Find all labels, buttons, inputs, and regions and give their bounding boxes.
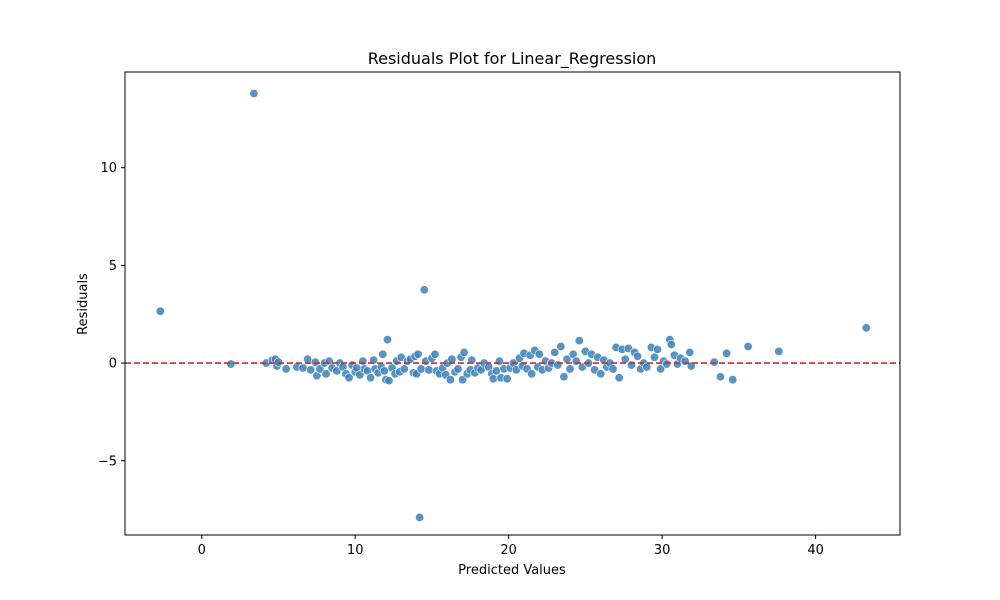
data-point (458, 375, 468, 385)
data-point (310, 357, 320, 367)
x-axis-label: Predicted Values (458, 563, 566, 578)
data-point (416, 364, 426, 374)
data-point (415, 512, 425, 522)
data-point (155, 306, 165, 316)
data-point (413, 349, 423, 359)
chart-title: Residuals Plot for Linear_Regression (368, 49, 657, 69)
data-point (447, 354, 457, 364)
y-tick-label: 10 (100, 161, 117, 176)
data-point (574, 336, 584, 346)
data-point (642, 362, 652, 372)
data-point (467, 355, 477, 365)
x-tick-label: 10 (347, 543, 364, 558)
data-point (298, 363, 308, 373)
y-tick-label: 0 (109, 357, 117, 372)
data-point (358, 356, 368, 366)
data-points (155, 88, 871, 522)
data-point (424, 365, 434, 375)
data-point (355, 370, 365, 380)
data-point (656, 364, 666, 374)
data-point (315, 364, 325, 374)
data-point (384, 376, 394, 386)
data-point (861, 323, 871, 333)
data-point (459, 347, 469, 357)
data-point (534, 349, 544, 359)
data-point (399, 364, 409, 374)
data-point (249, 88, 259, 98)
data-point (553, 360, 563, 370)
data-point (281, 364, 291, 374)
data-point (550, 347, 560, 357)
data-point (344, 373, 354, 383)
data-point (494, 356, 504, 366)
data-point (685, 347, 695, 357)
y-axis: −5 0 5 10 (98, 161, 125, 469)
x-tick-label: 40 (807, 543, 824, 558)
data-point (774, 346, 784, 356)
y-axis-label: Residuals (76, 273, 91, 335)
data-point (633, 351, 643, 361)
data-point (419, 285, 429, 295)
data-point (722, 348, 732, 358)
data-point (728, 375, 738, 385)
data-point (321, 369, 331, 379)
x-axis: 0 10 20 30 40 (198, 535, 824, 558)
data-point (559, 372, 569, 382)
data-point (565, 364, 575, 374)
data-point (273, 357, 283, 367)
x-tick-label: 0 (198, 543, 206, 558)
data-point (614, 373, 624, 383)
data-point (379, 366, 389, 376)
data-point (608, 364, 618, 374)
data-point (556, 341, 566, 351)
data-point (366, 373, 376, 383)
data-point (430, 349, 440, 359)
y-tick-label: −5 (98, 454, 117, 469)
data-point (527, 369, 537, 379)
data-point (596, 369, 606, 379)
data-point (666, 340, 676, 350)
y-tick-label: 5 (109, 259, 117, 274)
data-point (715, 372, 725, 382)
data-point (709, 357, 719, 367)
data-point (378, 349, 388, 359)
data-point (306, 365, 316, 375)
data-point (445, 375, 455, 385)
data-point (662, 359, 672, 369)
data-point (369, 355, 379, 365)
data-point (649, 352, 659, 362)
data-point (382, 335, 392, 345)
data-point (226, 359, 236, 369)
data-point (743, 341, 753, 351)
data-point (488, 374, 498, 384)
data-point (453, 364, 463, 374)
data-point (303, 354, 313, 364)
data-point (653, 344, 663, 354)
x-tick-label: 30 (654, 543, 671, 558)
plot-area-frame (124, 71, 901, 536)
data-point (502, 374, 512, 384)
data-point (686, 361, 696, 371)
data-point (626, 360, 636, 370)
x-tick-label: 20 (500, 543, 517, 558)
